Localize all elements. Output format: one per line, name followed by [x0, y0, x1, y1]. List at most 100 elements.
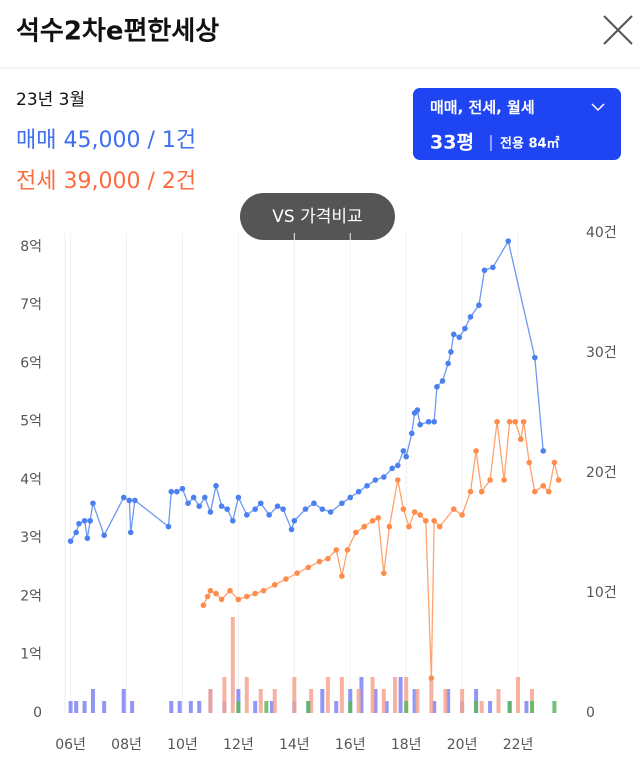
price-point — [417, 421, 423, 428]
price-point — [207, 587, 214, 594]
x-tick-label: 08년 — [111, 737, 142, 753]
volume-bar — [415, 689, 420, 713]
volume-bar — [325, 677, 330, 713]
price-point — [551, 459, 558, 466]
price-point — [347, 494, 354, 501]
price-point — [372, 477, 379, 483]
volume-bar — [412, 689, 417, 713]
price-point — [90, 500, 96, 507]
volume-bar — [339, 677, 344, 713]
price-point — [325, 555, 331, 562]
price-point — [126, 497, 133, 504]
price-point — [487, 477, 493, 483]
volume-bar — [488, 701, 493, 713]
volume-bar — [320, 689, 325, 713]
price-point — [229, 517, 236, 524]
price-point — [406, 523, 412, 530]
price-point — [456, 334, 463, 341]
price-point — [302, 506, 309, 512]
price-point — [512, 418, 519, 425]
price-point — [185, 500, 191, 507]
price-point — [73, 529, 79, 536]
volume-bar — [393, 677, 397, 713]
price-point — [260, 587, 267, 594]
price-point — [174, 488, 180, 495]
filter-button[interactable]: 매매, 전세, 월세 33평 전용 84㎡ — [413, 88, 621, 160]
volume-bar — [177, 701, 182, 713]
price-point — [311, 500, 317, 507]
filter-area: 전용 84㎡ — [500, 136, 560, 152]
price-point — [202, 494, 208, 501]
price-point — [291, 517, 298, 524]
price-point — [243, 512, 250, 518]
price-line — [202, 421, 560, 679]
x-tick-label: 22년 — [503, 737, 534, 753]
y2-tick-label: 30건 — [586, 345, 617, 361]
volume-bar — [524, 701, 529, 713]
price-point — [394, 477, 401, 483]
volume-bar — [334, 701, 339, 713]
volume-bar — [370, 677, 375, 713]
price-point — [532, 488, 538, 495]
price-point — [439, 378, 446, 384]
volume-bar — [309, 689, 314, 713]
volume-bar — [516, 677, 521, 713]
price-point — [526, 459, 533, 466]
y-tick-label: 6억 — [20, 355, 42, 371]
volume-bar — [74, 701, 79, 713]
price-point — [353, 529, 359, 536]
price-point — [165, 523, 172, 530]
price-point — [394, 462, 401, 469]
volume-bar — [208, 689, 213, 713]
price-point — [224, 506, 231, 512]
price-line — [70, 239, 544, 542]
y-tick-label: 5억 — [20, 414, 42, 430]
price-point — [227, 587, 233, 594]
volume-bar — [272, 689, 277, 713]
volume-bar — [474, 701, 479, 713]
price-point — [252, 590, 258, 597]
price-point — [204, 593, 211, 600]
volume-bar — [230, 617, 235, 713]
x-tick-label: 06년 — [55, 737, 86, 753]
price-point — [280, 506, 286, 512]
price-point — [462, 325, 468, 332]
volume-bar — [429, 677, 434, 713]
price-point — [450, 506, 457, 512]
price-point — [361, 523, 368, 530]
price-point — [400, 506, 407, 512]
price-point — [478, 488, 485, 495]
volume-bar — [384, 701, 389, 713]
price-point — [294, 570, 300, 576]
price-point — [355, 488, 362, 495]
volume-bar — [258, 689, 263, 713]
price-point — [555, 477, 562, 483]
close-icon — [603, 15, 633, 45]
y2-tick-label: 40건 — [586, 225, 617, 241]
price-point — [518, 436, 524, 443]
volume-bar — [552, 701, 557, 713]
y-tick-label: 1억 — [20, 647, 42, 663]
price-point — [375, 515, 382, 521]
price-point — [319, 506, 326, 512]
volume-bar — [443, 689, 448, 713]
price-point — [494, 418, 500, 425]
price-point — [213, 483, 219, 489]
volume-bar — [460, 689, 465, 713]
price-point — [87, 517, 93, 524]
volume-bar — [130, 701, 135, 713]
price-point — [132, 497, 138, 504]
filter-box — [413, 88, 621, 160]
volume-bar — [121, 689, 126, 713]
filter-size: 33평 — [430, 132, 474, 154]
price-point — [490, 264, 496, 271]
price-point — [408, 430, 415, 437]
close-button[interactable] — [603, 15, 633, 45]
compare-button[interactable]: VS 가격비교 — [240, 193, 395, 240]
volume-bar — [530, 701, 535, 713]
price-point — [344, 547, 351, 553]
price-point — [218, 596, 225, 603]
price-point — [381, 474, 387, 480]
sale-summary: 매매 45,000 / 1건 — [16, 128, 196, 153]
